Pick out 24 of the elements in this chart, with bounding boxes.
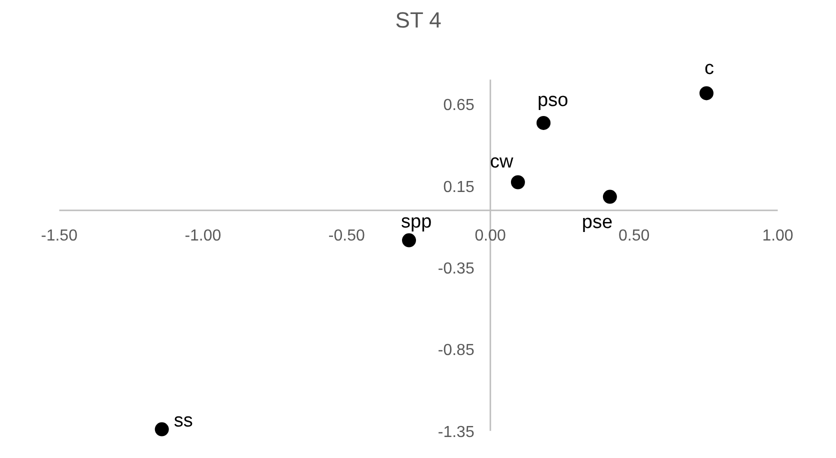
chart-title: ST 4: [395, 8, 442, 32]
annotation: ss: [174, 410, 193, 432]
point: [510, 175, 525, 190]
y-tick-label: -0.35: [438, 260, 474, 278]
x-tick-label: 0.50: [618, 227, 650, 244]
y-tick-label: 0.65: [443, 97, 474, 114]
annotation: spp: [401, 211, 432, 232]
x-tick-label: 1.00: [762, 227, 794, 244]
annotation: c: [704, 58, 714, 80]
point: [536, 116, 551, 130]
point: [699, 86, 714, 100]
x-tick-label: 0.00: [474, 227, 506, 244]
y-tick-label: -0.85: [438, 342, 474, 360]
x-tick-label: -1.00: [184, 227, 222, 244]
y-tick-label: -1.35: [438, 424, 474, 441]
point: [602, 190, 617, 204]
annotation: pse: [582, 212, 613, 233]
annotation: pso: [538, 90, 568, 111]
point: [154, 422, 169, 436]
x-tick-label: -0.50: [328, 227, 365, 244]
point: [402, 233, 416, 248]
x-tick-label: -1.50: [41, 227, 78, 244]
y-tick-label: 0.15: [443, 178, 474, 196]
annotation: cw: [490, 151, 514, 172]
